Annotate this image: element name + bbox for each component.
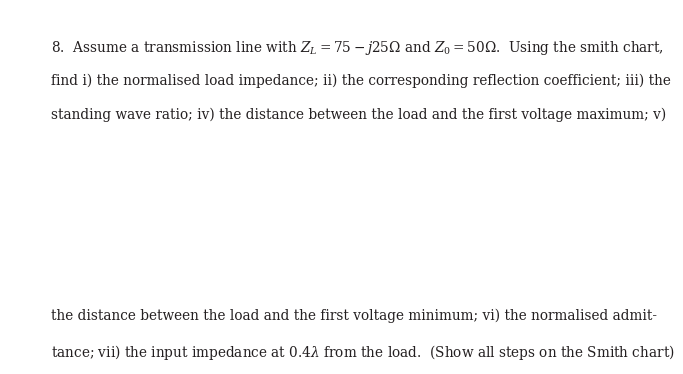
Text: 8.  Assume a transmission line with $Z_L = 75 - j25\Omega$ and $Z_0 = 50\Omega$.: 8. Assume a transmission line with $Z_L …: [51, 39, 664, 57]
Text: standing wave ratio; iv) the distance between the load and the first voltage max: standing wave ratio; iv) the distance be…: [51, 108, 667, 122]
Text: find i) the normalised load impedance; ii) the corresponding reflection coeffici: find i) the normalised load impedance; i…: [51, 74, 671, 88]
Text: tance; vii) the input impedance at $0.4\lambda$ from the load.  (Show all steps : tance; vii) the input impedance at $0.4\…: [51, 343, 675, 362]
Text: the distance between the load and the first voltage minimum; vi) the normalised : the distance between the load and the fi…: [51, 309, 657, 323]
